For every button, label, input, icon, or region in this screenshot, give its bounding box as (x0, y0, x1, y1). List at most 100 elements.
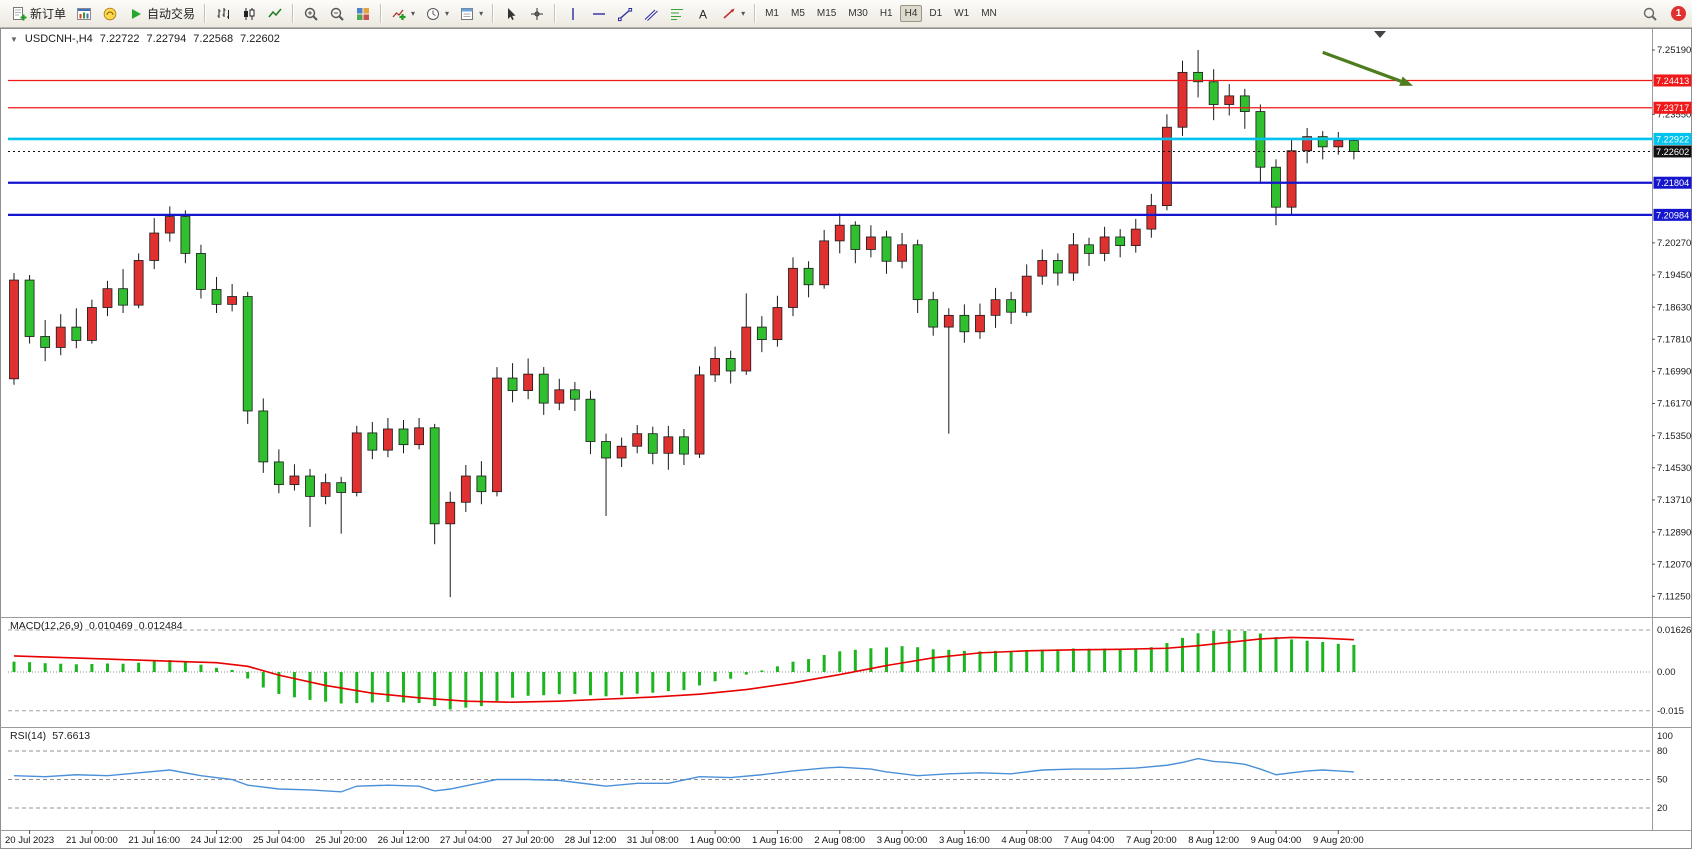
macd-histogram-bar (884, 647, 888, 672)
macd-histogram-bar (978, 651, 982, 672)
profiles-button[interactable] (97, 2, 123, 26)
macd-histogram-bar (355, 672, 359, 703)
macd-histogram-bar (1196, 633, 1200, 672)
bar-chart-button[interactable] (210, 2, 236, 26)
candle-body (523, 373, 534, 391)
vertical-line-tool-button[interactable] (560, 2, 586, 26)
horizontal-line-tool-button[interactable] (586, 2, 612, 26)
time-label: 8 Aug 12:00 (1188, 835, 1239, 846)
macd-name: MACD(12,26,9) (10, 620, 83, 632)
candle-body (710, 358, 720, 376)
chart-shift-marker[interactable] (1374, 31, 1386, 38)
candlestick-chart-button[interactable] (236, 2, 262, 26)
arrow-annotation-head[interactable] (1399, 76, 1414, 86)
time-axis[interactable]: 20 Jul 2023 21 Jul 00:00 21 Jul 16:00 24 Ju… (5, 830, 1364, 846)
templates-button[interactable]: ▾ (454, 2, 488, 26)
time-label: 9 Aug 20:00 (1313, 835, 1364, 846)
toolbar-separator (754, 4, 757, 23)
indicators-button[interactable]: ▾ (386, 2, 420, 26)
notifications-badge[interactable]: 1 (1671, 6, 1686, 21)
candle-body (663, 436, 674, 454)
macd-histogram-bar (838, 651, 842, 672)
candle-body (1177, 71, 1188, 128)
candle-body (803, 267, 814, 286)
macd-histogram-bar (729, 672, 733, 679)
text-tool-button[interactable]: A (690, 2, 716, 26)
macd-histogram-bar (74, 664, 78, 672)
rsi-scale-label: 80 (1657, 746, 1668, 757)
price-axis[interactable]: 7.25190 7.23550 7.20270 7.19450 7.18630 7.178… (1652, 45, 1692, 603)
candle-body (492, 377, 502, 493)
timeframe-button-h4[interactable]: H4 (899, 5, 923, 22)
time-label: 1 Aug 16:00 (752, 835, 803, 846)
zoom-out-button[interactable] (324, 2, 350, 26)
candle-body (819, 240, 830, 286)
candle-body (1208, 81, 1219, 105)
macd-histogram-bar (324, 672, 328, 702)
macd-histogram-bar (1009, 651, 1013, 672)
timeframe-button-h1[interactable]: H1 (879, 8, 893, 19)
macd-histogram-bar (853, 649, 857, 672)
candle-body (990, 299, 1001, 316)
crosshair-icon (531, 7, 544, 20)
macd-histogram-bar (168, 660, 172, 672)
channel-tool-button[interactable] (638, 2, 664, 26)
timeframe-button-m30[interactable]: M30 (848, 8, 868, 19)
search-icon (1643, 7, 1657, 21)
cursor-button[interactable] (498, 2, 524, 26)
macd-histogram-bar (1274, 637, 1278, 672)
macd-histogram-bar (1243, 630, 1247, 672)
autotrading-button[interactable]: 自动交易 (123, 2, 200, 26)
new-order-button[interactable]: 新订单 (6, 2, 71, 26)
periods-button[interactable]: ▾ (420, 2, 454, 26)
chart-background (0, 28, 1692, 849)
timeframe-button-mn[interactable]: MN (981, 8, 997, 19)
macd-histogram-bar (698, 672, 702, 686)
price-tick-label: 7.16170 (1657, 399, 1691, 410)
macd-histogram-bar (1118, 648, 1122, 672)
fibonacci-tool-button[interactable] (664, 2, 690, 26)
zoom-in-button[interactable] (298, 2, 324, 26)
candle-body (943, 314, 954, 328)
candle-body (133, 260, 144, 306)
macd-histogram-bar (620, 672, 624, 696)
channel-icon (644, 9, 658, 21)
macd-value-main: 0.010469 (88, 620, 133, 632)
time-label: 7 Aug 20:00 (1126, 835, 1177, 846)
cursor-icon (508, 7, 516, 20)
candle-body (164, 216, 175, 234)
macd-scale-label: -0.015 (1657, 706, 1684, 717)
macd-histogram-bar (635, 672, 639, 694)
search-button[interactable] (1637, 2, 1663, 26)
timeframe-button-m5[interactable]: M5 (791, 8, 805, 19)
candle-body (1286, 150, 1297, 208)
macd-histogram-bar (1227, 629, 1231, 672)
time-label: 28 Jul 12:00 (565, 835, 617, 846)
dropdown-caret-icon: ▾ (741, 9, 746, 18)
candle-body (1115, 236, 1126, 246)
macd-histogram-bar (682, 672, 686, 691)
macd-histogram-bar (137, 662, 141, 672)
arrows-tool-button[interactable]: ▾ (716, 2, 750, 26)
tile-windows-button[interactable] (350, 2, 376, 26)
candle-body (725, 358, 736, 372)
macd-histogram-bar (760, 670, 764, 672)
trendline-tool-button[interactable] (612, 2, 638, 26)
line-chart-button[interactable] (262, 2, 288, 26)
price-badge-bg (1653, 101, 1692, 114)
price-tick-label: 7.23550 (1657, 109, 1691, 120)
time-label: 7 Aug 04:00 (1064, 835, 1115, 846)
price-tick-label: 7.20270 (1657, 238, 1691, 249)
arrow-annotation-line[interactable] (1322, 50, 1402, 83)
crosshair-button[interactable] (524, 2, 550, 26)
timeframe-button-m1[interactable]: M1 (765, 8, 779, 19)
macd-histogram-bar (464, 672, 468, 708)
template-icon (461, 7, 474, 20)
timeframe-button-d1[interactable]: D1 (929, 8, 943, 19)
timeframe-button-w1[interactable]: W1 (954, 8, 970, 19)
timeframe-button-m15[interactable]: M15 (816, 8, 837, 19)
charts-button[interactable] (71, 2, 97, 26)
one-click-trading-toggle[interactable]: ▼ (10, 34, 18, 44)
candle-body (1021, 275, 1032, 313)
